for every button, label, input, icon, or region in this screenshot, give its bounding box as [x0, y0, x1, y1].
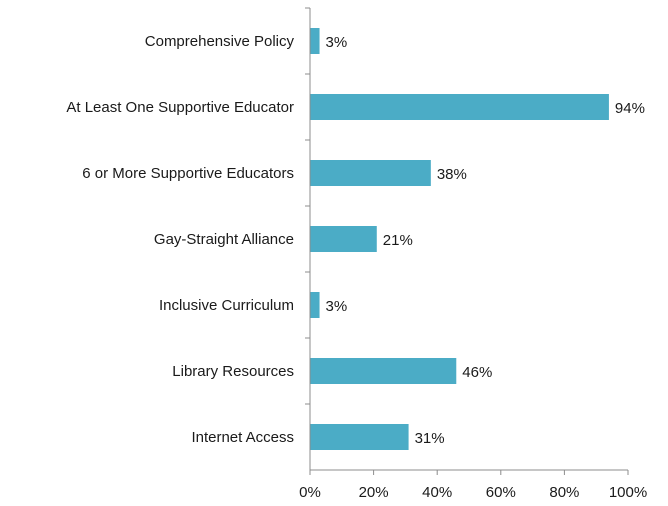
x-tick-label: 100% — [609, 484, 647, 501]
category-label: Inclusive Curriculum — [159, 297, 294, 314]
x-tick-label: 60% — [486, 484, 516, 501]
data-label: 94% — [615, 100, 645, 117]
bars-group — [310, 28, 609, 450]
category-label: Library Resources — [172, 363, 294, 380]
bar — [310, 226, 377, 252]
bar — [310, 160, 431, 186]
x-tick-label: 80% — [549, 484, 579, 501]
bar — [310, 292, 320, 318]
data-label: 38% — [437, 166, 467, 183]
data-label: 46% — [462, 364, 492, 381]
x-ticks: 0% 20% 40% 60% 80% 100% — [299, 470, 647, 501]
data-label: 31% — [415, 430, 445, 447]
bar — [310, 358, 457, 384]
value-labels: 3% 94% 38% 21% 3% 46% 31% — [326, 34, 645, 447]
bar — [310, 94, 609, 120]
data-label: 3% — [326, 298, 348, 315]
category-label: At Least One Supportive Educator — [66, 99, 294, 116]
x-tick-label: 0% — [299, 484, 321, 501]
category-label: Internet Access — [191, 429, 294, 446]
category-label: 6 or More Supportive Educators — [82, 165, 294, 182]
bar — [310, 28, 320, 54]
category-label: Comprehensive Policy — [145, 33, 295, 50]
data-label: 3% — [326, 34, 348, 51]
x-tick-label: 40% — [422, 484, 452, 501]
category-labels: Comprehensive Policy At Least One Support… — [66, 33, 294, 446]
category-label: Gay-Straight Alliance — [154, 231, 294, 248]
axes — [305, 7, 628, 471]
bar — [310, 424, 409, 450]
data-label: 21% — [383, 232, 413, 249]
x-tick-label: 20% — [359, 484, 389, 501]
